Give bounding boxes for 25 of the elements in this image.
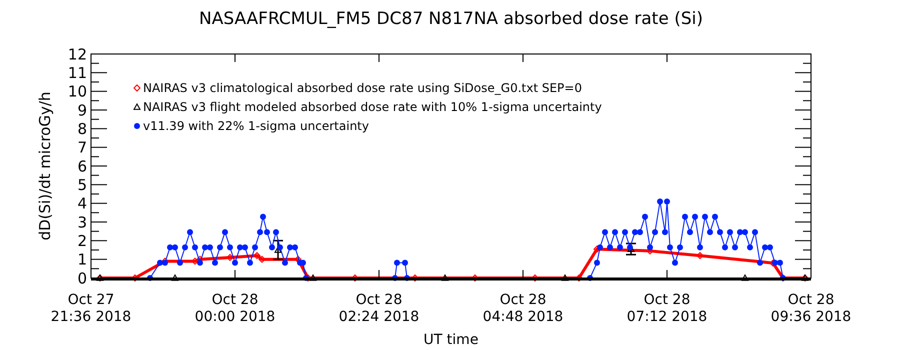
y-tick-label: 9 <box>77 101 87 120</box>
y-tick-label: 10 <box>68 82 87 101</box>
y-tick-label: 12 <box>68 45 87 64</box>
y-tick-label: 3 <box>77 213 87 232</box>
x-tick-label: Oct 27 21:36 2018 <box>50 292 132 325</box>
y-tick-label: 8 <box>77 120 87 138</box>
y-tick-label: 11 <box>68 64 87 82</box>
y-tick-label: 4 <box>77 194 87 213</box>
chart-title: NASAAFRCMUL_FM5 DC87 N817NA absorbed dose rate (Si) <box>199 9 703 29</box>
y-tick-label: 1 <box>77 250 87 269</box>
legend-label: NAIRAS v3 flight modeled absorbed dose rate with 10% 1-sigma uncertainty <box>143 100 602 114</box>
x-tick-label: Oct 28 09:36 2018 <box>770 292 852 325</box>
legend-label: v11.39 with 22% 1-sigma uncertainty <box>143 119 369 134</box>
x-axis-title: UT time <box>424 332 478 348</box>
y-tick-label: 2 <box>77 232 87 250</box>
y-tick-label: 5 <box>77 176 87 194</box>
x-tick-label: Oct 28 07:12 2018 <box>626 292 708 325</box>
x-tick-label: Oct 28 04:48 2018 <box>482 292 564 325</box>
x-tick-label: Oct 28 02:24 2018 <box>338 292 420 325</box>
legend-label: NAIRAS v3 climatological absorbed dose rate using SiDose_G0.txt SEP=0 <box>143 81 582 96</box>
y-tick-label: 7 <box>77 138 87 157</box>
y-tick-label: 0 <box>77 269 87 288</box>
y-axis-title: dD(Si)/dt microGy/h <box>36 92 54 240</box>
y-tick-label: 6 <box>77 157 87 176</box>
x-tick-label: Oct 28 00:00 2018 <box>194 292 276 325</box>
